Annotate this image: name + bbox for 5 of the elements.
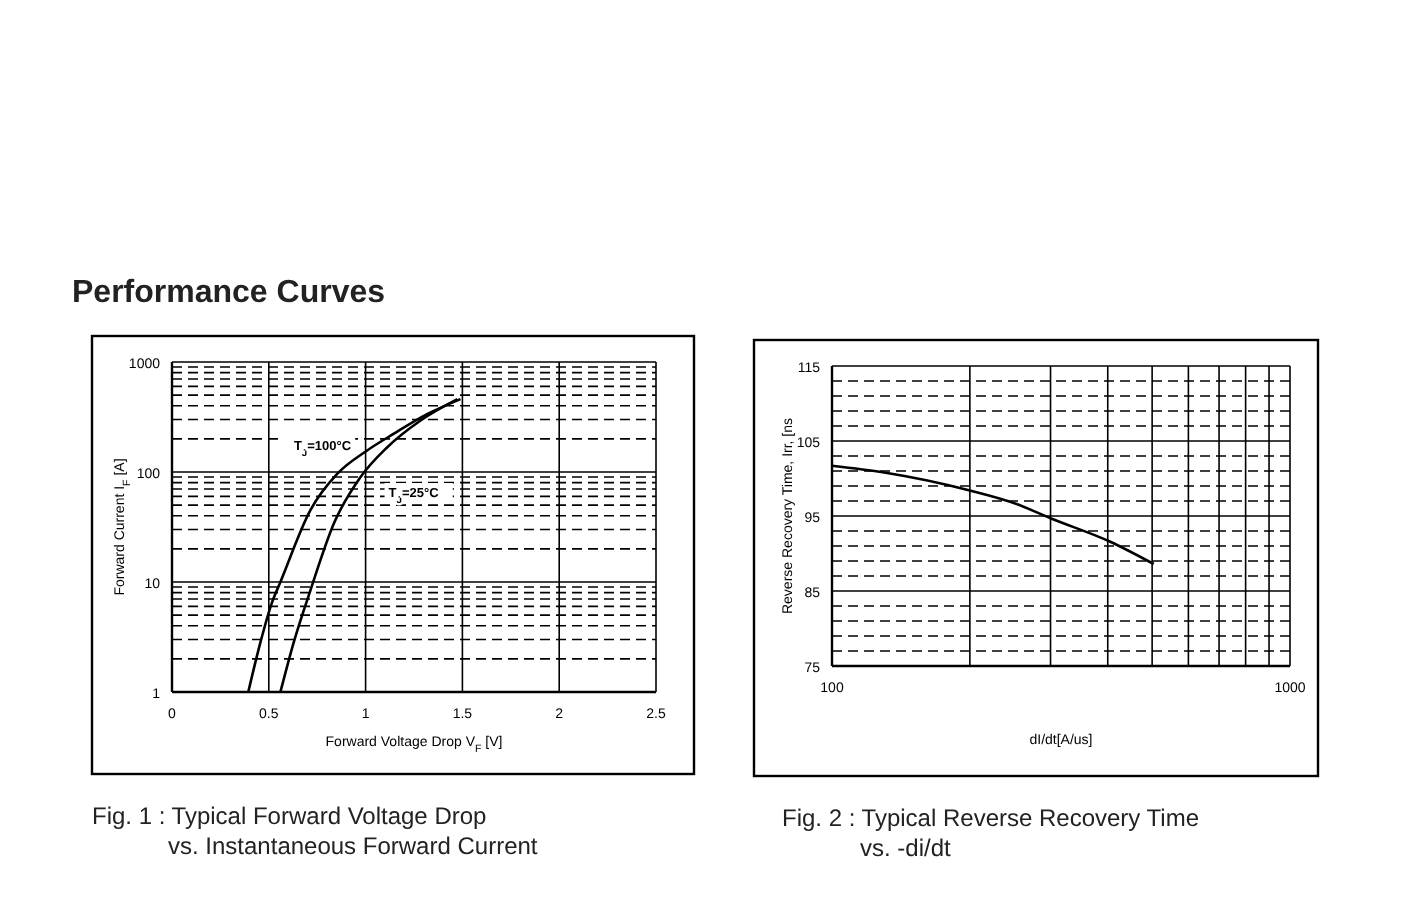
text: vs. Instantaneous Forward Current (168, 832, 539, 860)
text: vs. -di/dt (860, 834, 953, 862)
chart-title: Performance Curves (72, 276, 386, 310)
caption: Fig. 1 : Typical Forward Voltage Drop (92, 802, 488, 830)
caption: Fig. 2 : Typical Reverse Recovery Time (782, 804, 1200, 832)
